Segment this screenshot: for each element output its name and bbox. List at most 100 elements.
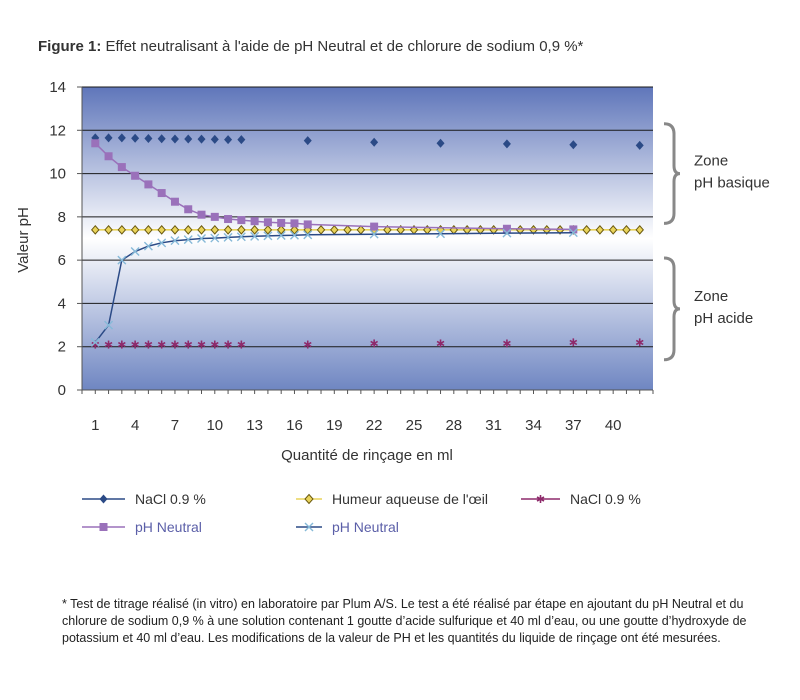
y-tick-label: 14	[49, 79, 66, 96]
data-point	[197, 234, 207, 243]
data-point	[237, 216, 246, 225]
x-tick-label: 37	[565, 417, 582, 434]
data-point	[144, 134, 153, 144]
x-tick-label: 31	[485, 417, 502, 434]
data-point	[436, 339, 445, 348]
series-ph-neutral-acid	[90, 228, 578, 347]
axes	[77, 86, 654, 394]
data-point	[276, 224, 286, 235]
data-point	[263, 218, 272, 227]
data-point	[263, 224, 273, 235]
legend-label: Humeur aqueuse de l'œil	[332, 491, 488, 507]
series-marks	[90, 133, 644, 349]
legend-label: NaCl 0.9 %	[570, 491, 641, 507]
x-tick-label: 4	[131, 417, 139, 434]
figure-number: Figure 1:	[38, 38, 102, 55]
data-point	[131, 340, 139, 349]
data-point	[237, 135, 246, 145]
data-point	[144, 180, 153, 189]
data-point	[569, 140, 578, 150]
data-point	[197, 210, 206, 219]
x-tick-label: 28	[445, 417, 462, 434]
series-nacl-basic	[91, 133, 644, 150]
data-point	[502, 139, 511, 149]
data-point	[502, 224, 511, 233]
plot-area	[82, 87, 653, 390]
legend-marker	[99, 494, 108, 504]
data-point	[157, 340, 166, 349]
y-tick-label: 12	[49, 122, 66, 139]
x-tick-label: 7	[171, 417, 179, 434]
legend-item-nacl-basic: NaCl 0.9 %	[82, 491, 206, 507]
data-point	[635, 224, 644, 235]
data-point	[290, 219, 299, 228]
data-point	[303, 220, 312, 229]
legend-label: pH Neutral	[135, 519, 202, 535]
data-point	[117, 340, 126, 349]
data-point	[250, 224, 259, 235]
data-point	[236, 232, 246, 242]
data-point	[502, 228, 512, 238]
data-point	[568, 228, 578, 238]
data-point	[569, 338, 578, 347]
data-point	[171, 340, 179, 349]
data-point	[303, 136, 312, 146]
legend-marker	[304, 522, 314, 532]
data-point	[157, 134, 166, 144]
x-tick-label: 40	[605, 417, 622, 434]
x-tick-labels: 1 4 7 10 13 16 19 22 25 28 31 34 37 40	[91, 417, 621, 434]
legend-label: NaCl 0.9 %	[135, 491, 206, 507]
data-point	[104, 133, 113, 143]
data-point	[170, 134, 179, 144]
y-tick-label: 10	[49, 166, 66, 183]
data-point	[170, 197, 179, 206]
data-point	[157, 238, 167, 248]
data-point	[582, 224, 591, 235]
data-point	[104, 224, 113, 235]
data-point	[223, 224, 233, 235]
x-tick-label: 25	[406, 417, 423, 434]
data-point	[277, 218, 286, 227]
data-point	[276, 230, 286, 240]
zone-label-line2: pH basique	[694, 175, 770, 192]
data-point	[104, 320, 114, 330]
legend-label: pH Neutral	[332, 519, 399, 535]
data-point	[370, 339, 379, 348]
series-ph-neutral-basic	[91, 139, 578, 234]
data-point	[290, 224, 299, 235]
zone-brace	[663, 256, 681, 362]
data-point	[224, 340, 232, 349]
data-point	[210, 233, 220, 243]
data-point	[608, 224, 618, 235]
data-point	[303, 340, 312, 349]
legend-item-ph-neutral-basic: pH Neutral	[82, 519, 202, 535]
data-point	[131, 133, 140, 143]
legend: NaCl 0.9 % Humeur aqueuse de l'œil NaCl 0.…	[82, 491, 641, 535]
legend-item-aqueous-humour: Humeur aqueuse de l'œil	[296, 491, 488, 507]
data-point	[184, 134, 193, 144]
data-point	[224, 135, 233, 145]
data-point	[250, 217, 259, 226]
data-point	[237, 340, 246, 349]
data-point	[183, 235, 193, 245]
data-point	[595, 224, 605, 235]
data-point	[224, 215, 233, 224]
footnote: * Test de titrage réalisé (in vitro) en …	[62, 597, 747, 645]
x-tick-label: 34	[525, 417, 542, 434]
data-point	[104, 340, 113, 349]
y-tick-label: 4	[58, 295, 66, 312]
legend-item-ph-neutral-acid: pH Neutral	[296, 519, 399, 535]
y-tick-label: 2	[58, 339, 66, 356]
x-tick-label: 22	[366, 417, 383, 434]
figure-title: Figure 1: Effet neutralisant à l'aide de…	[38, 38, 583, 55]
y-tick-label: 0	[58, 382, 66, 399]
data-point	[117, 163, 126, 172]
data-point	[130, 246, 140, 256]
data-point	[635, 338, 644, 347]
data-point	[635, 140, 644, 150]
data-point	[210, 134, 219, 144]
data-point	[210, 340, 219, 349]
data-point	[622, 224, 631, 235]
data-point	[143, 241, 153, 251]
